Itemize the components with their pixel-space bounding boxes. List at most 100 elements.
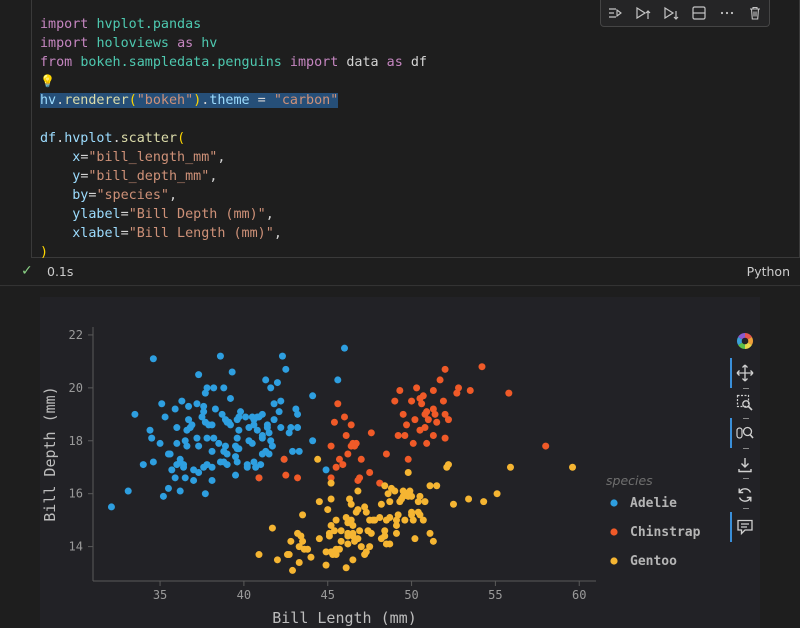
data-point[interactable] <box>235 413 243 421</box>
data-point[interactable] <box>569 463 577 471</box>
data-point[interactable] <box>392 521 400 529</box>
data-point[interactable] <box>392 516 400 524</box>
data-point[interactable] <box>173 439 181 447</box>
data-point[interactable] <box>268 524 276 532</box>
delete-icon[interactable] <box>745 3 765 23</box>
data-point[interactable] <box>344 450 352 458</box>
data-point[interactable] <box>366 543 374 551</box>
data-point[interactable] <box>386 540 394 548</box>
data-point[interactable] <box>421 424 429 432</box>
data-point[interactable] <box>381 527 389 535</box>
data-point[interactable] <box>429 387 437 394</box>
data-point[interactable] <box>335 545 343 553</box>
data-point[interactable] <box>233 434 241 442</box>
data-point[interactable] <box>200 408 208 416</box>
data-point[interactable] <box>309 437 317 445</box>
data-point[interactable] <box>304 545 312 553</box>
data-point[interactable] <box>334 400 342 408</box>
data-point[interactable] <box>255 474 263 482</box>
data-point[interactable] <box>361 503 369 511</box>
data-point[interactable] <box>436 376 444 384</box>
data-point[interactable] <box>297 532 305 540</box>
data-point[interactable] <box>210 434 218 442</box>
data-point[interactable] <box>139 461 147 469</box>
data-point[interactable] <box>185 402 193 410</box>
data-point[interactable] <box>441 365 449 373</box>
data-point[interactable] <box>280 455 288 463</box>
data-point[interactable] <box>362 508 370 516</box>
data-point[interactable] <box>255 551 263 559</box>
data-point[interactable] <box>161 413 169 421</box>
data-point[interactable] <box>282 471 290 479</box>
data-point[interactable] <box>409 439 417 447</box>
wheel-zoom-icon[interactable] <box>730 422 760 444</box>
bokeh-logo-icon[interactable] <box>730 330 760 352</box>
data-point[interactable] <box>324 506 332 514</box>
code-line[interactable]: ) <box>40 243 427 262</box>
data-point[interactable] <box>285 551 293 559</box>
data-point[interactable] <box>408 397 416 405</box>
data-point[interactable] <box>292 405 300 413</box>
data-point[interactable] <box>258 431 266 439</box>
data-point[interactable] <box>347 500 355 508</box>
code-line[interactable]: import holoviews as hv <box>40 34 427 53</box>
data-point[interactable] <box>429 405 437 413</box>
data-point[interactable] <box>190 476 198 484</box>
code-line[interactable]: xlabel="Bill Length (mm)", <box>40 224 427 243</box>
language-picker[interactable]: Python <box>746 264 790 279</box>
data-point[interactable] <box>411 416 419 424</box>
data-point[interactable] <box>263 421 271 429</box>
box-zoom-icon[interactable] <box>730 392 760 414</box>
data-point[interactable] <box>330 418 338 426</box>
data-point[interactable] <box>267 437 275 445</box>
data-point[interactable] <box>314 455 322 463</box>
data-point[interactable] <box>413 384 421 392</box>
data-point[interactable] <box>218 410 226 418</box>
data-point[interactable] <box>176 455 184 463</box>
execute-below-icon[interactable] <box>661 3 681 23</box>
split-cell-icon[interactable] <box>689 3 709 23</box>
code-line[interactable]: hv.renderer("bokeh").theme = "carbon" <box>40 91 427 110</box>
data-point[interactable] <box>408 508 416 516</box>
data-point[interactable] <box>248 439 256 447</box>
data-point[interactable] <box>250 421 258 429</box>
data-point[interactable] <box>419 392 427 400</box>
data-point[interactable] <box>465 495 473 503</box>
run-by-line-icon[interactable] <box>605 3 625 23</box>
data-point[interactable] <box>208 447 216 455</box>
data-point[interactable] <box>309 392 317 400</box>
data-point[interactable] <box>362 548 370 556</box>
data-point[interactable] <box>347 421 355 429</box>
data-point[interactable] <box>429 537 437 545</box>
save-icon[interactable] <box>730 454 760 476</box>
data-point[interactable] <box>180 461 188 469</box>
data-point[interactable] <box>124 487 132 495</box>
data-point[interactable] <box>356 474 364 482</box>
data-point[interactable] <box>273 379 281 387</box>
data-point[interactable] <box>268 442 276 450</box>
execute-above-icon[interactable] <box>633 3 653 23</box>
chart-svg[interactable]: 35 40 45 50 55 60 14 16 18 20 22 Bill Length (mm) Bi… <box>40 297 760 628</box>
data-point[interactable] <box>433 482 441 490</box>
data-point[interactable] <box>294 410 302 418</box>
data-point[interactable] <box>441 410 449 418</box>
data-point[interactable] <box>322 561 330 569</box>
data-point[interactable] <box>466 387 474 394</box>
data-point[interactable] <box>171 474 179 482</box>
data-point[interactable] <box>341 413 348 421</box>
data-point[interactable] <box>404 469 412 477</box>
data-point[interactable] <box>164 484 172 492</box>
data-point[interactable] <box>299 511 307 519</box>
code-cell[interactable]: import hvplot.pandas import holoviews as … <box>0 0 800 286</box>
data-point[interactable] <box>295 447 303 455</box>
data-point[interactable] <box>403 421 411 429</box>
data-point[interactable] <box>357 543 365 551</box>
data-point[interactable] <box>444 416 452 424</box>
data-point[interactable] <box>367 429 375 437</box>
data-point[interactable] <box>193 434 201 442</box>
data-point[interactable] <box>376 514 384 521</box>
data-point[interactable] <box>334 376 342 384</box>
data-point[interactable] <box>275 408 283 416</box>
code-line[interactable]: x="bill_length_mm", <box>40 148 427 167</box>
data-point[interactable] <box>171 405 179 413</box>
